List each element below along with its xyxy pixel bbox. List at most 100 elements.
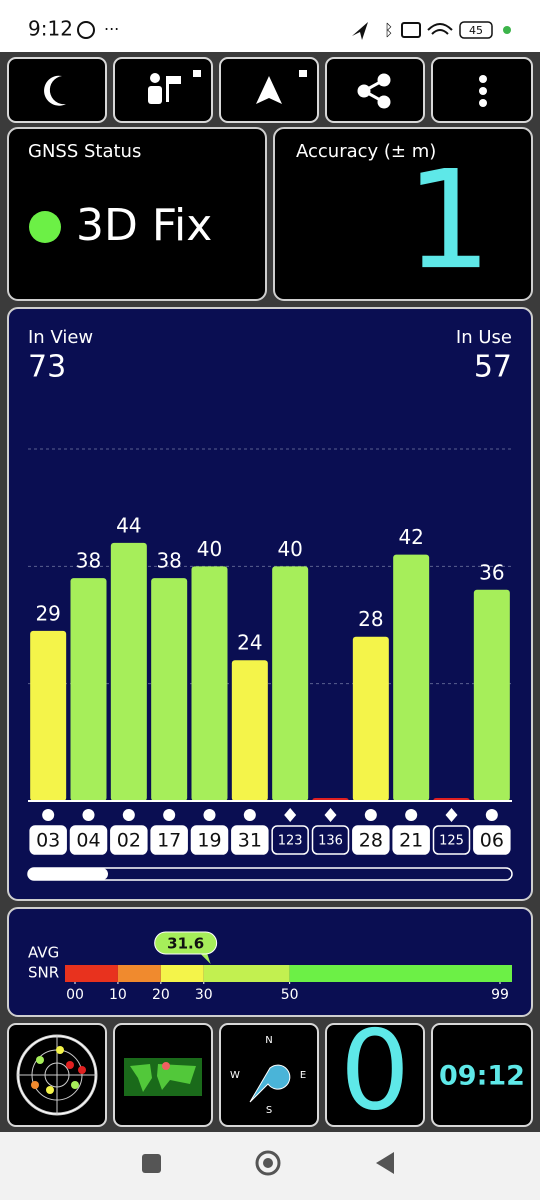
bar	[473, 589, 510, 801]
clock-tile[interactable]	[431, 1023, 533, 1127]
bar-label: 38	[156, 549, 181, 573]
more-dots: ···	[104, 20, 119, 39]
clock-value: 09:12	[439, 1061, 525, 1092]
snr-tick-label: 50	[281, 987, 299, 1003]
sat-id: 03	[36, 830, 60, 852]
sat-id: 21	[399, 830, 423, 852]
compass-letter: W	[230, 1070, 240, 1081]
sat-id: 02	[117, 830, 141, 852]
accuracy-title: Accuracy (± m)	[296, 141, 436, 162]
sat-id: 31	[238, 830, 262, 852]
sat-id-box	[69, 825, 108, 855]
compass-needle	[249, 1064, 291, 1103]
in-view-value: 73	[28, 350, 66, 385]
snr-tick-label: 10	[109, 987, 127, 1003]
constellation-marker	[364, 809, 377, 821]
bar-label: 36	[479, 560, 504, 584]
bar	[352, 636, 389, 801]
bar-label: 28	[358, 607, 383, 631]
constellation-marker	[284, 808, 297, 822]
avg-label: AVG	[28, 944, 59, 962]
status-bar	[0, 0, 540, 52]
bar	[30, 630, 67, 801]
snr-scale: 00 10 20 30 50 99 31.6	[65, 931, 512, 1003]
sat-id-box	[110, 825, 148, 855]
constellation-marker	[122, 809, 135, 821]
bar	[110, 542, 147, 801]
sat-id: 17	[157, 830, 181, 852]
lock-icon	[299, 70, 307, 77]
dot	[503, 26, 511, 34]
sat-id-box	[311, 825, 350, 855]
avg-value: 31.6	[167, 935, 204, 953]
info-icon	[77, 21, 95, 39]
constellation-marker	[445, 808, 458, 822]
snr-segment	[203, 965, 290, 982]
in-use-value: 57	[474, 350, 512, 385]
snr-tick-label: 99	[491, 987, 509, 1003]
share-button[interactable]	[325, 57, 425, 123]
sat-id-box	[473, 825, 511, 855]
skyplot	[16, 1034, 98, 1116]
wifi-icon	[427, 23, 453, 35]
mode-button[interactable]	[113, 57, 213, 123]
menu-icon	[479, 75, 487, 107]
snr-panel	[7, 907, 533, 1017]
sat-id-box	[392, 825, 430, 855]
sat-id-box	[150, 825, 188, 855]
bar	[191, 566, 228, 801]
constellation-marker	[82, 809, 95, 821]
constellation-marker	[42, 809, 55, 821]
compass-labels: N E S W	[230, 1035, 306, 1116]
bar-label: 42	[398, 525, 423, 549]
sat-id: 04	[76, 830, 100, 852]
map-pin	[162, 1062, 170, 1070]
share-icon	[357, 73, 391, 109]
sat-id: 123	[278, 834, 303, 849]
scroll-thumb[interactable]	[28, 868, 108, 880]
avg-pointer	[198, 952, 211, 964]
bar-label: 38	[76, 549, 101, 573]
bar-chart: 29 03 38 04 44 02 38 17 40 19 24 31 40 123 136 28 28 42 21…	[28, 448, 512, 855]
bar	[393, 554, 430, 801]
night-button[interactable]	[7, 57, 107, 123]
sat-id: 125	[439, 834, 464, 849]
constellation-marker	[485, 809, 498, 821]
compass-letter: S	[266, 1105, 272, 1116]
sat-id: 136	[318, 834, 343, 849]
back-button[interactable]	[376, 1152, 394, 1174]
sat-id-box	[352, 825, 390, 855]
fix-text: 3D Fix	[76, 200, 212, 251]
fix-indicator	[29, 211, 61, 243]
bar	[70, 578, 107, 801]
gnss-card	[7, 127, 267, 301]
snr-segment	[160, 965, 204, 982]
person-icon	[148, 70, 201, 104]
home-button[interactable]	[255, 1150, 281, 1176]
gnss-title: GNSS Status	[28, 141, 141, 162]
snr-tick-label: 00	[66, 987, 84, 1003]
arrow-icon	[256, 76, 282, 104]
bar	[151, 578, 188, 801]
sat-id: 28	[359, 830, 383, 852]
in-use-label: In Use	[456, 327, 512, 348]
compass-letter: E	[300, 1070, 306, 1081]
status-time: 9:12	[28, 17, 73, 41]
constellation-marker	[203, 809, 216, 821]
constellation-marker	[324, 808, 337, 822]
continents	[130, 1064, 196, 1092]
recents-button[interactable]	[142, 1154, 161, 1173]
sim-icon	[401, 22, 421, 38]
bar-label: 40	[197, 537, 222, 561]
avg-bubble	[154, 931, 218, 955]
sat-id-box	[271, 825, 309, 855]
constellation-marker	[163, 809, 176, 821]
sat-id: 19	[197, 830, 221, 852]
sat-id-box	[190, 825, 229, 855]
count-tile[interactable]	[325, 1023, 425, 1127]
snr-segment	[117, 965, 161, 982]
sat-id-box	[432, 825, 471, 855]
location-icon	[352, 22, 368, 40]
snr-label: SNR	[28, 964, 59, 982]
